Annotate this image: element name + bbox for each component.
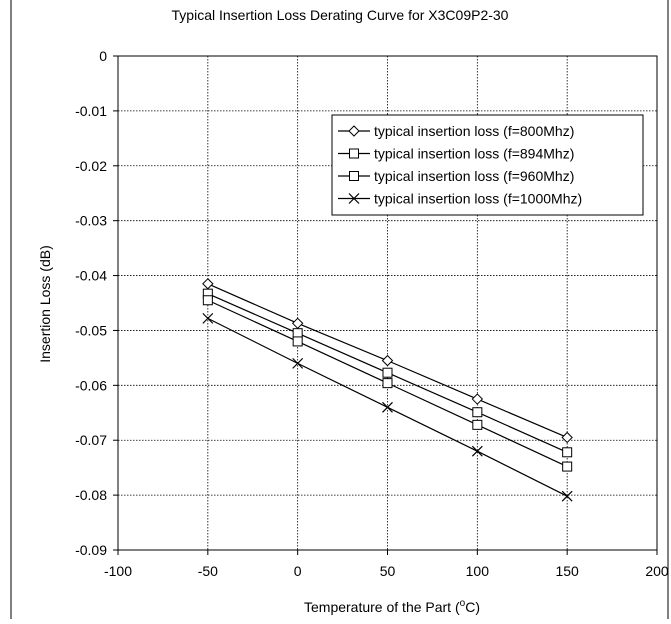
data-point bbox=[472, 407, 483, 418]
data-point bbox=[382, 401, 393, 413]
data-point bbox=[382, 367, 393, 378]
y-tick-label: -0.05 bbox=[75, 322, 107, 338]
y-tick-label: -0.07 bbox=[75, 432, 107, 448]
data-point bbox=[562, 447, 573, 458]
x-tick-label: 100 bbox=[466, 563, 490, 579]
data-point bbox=[291, 317, 304, 330]
data-point bbox=[471, 393, 484, 405]
data-point bbox=[471, 445, 483, 457]
x-axis-label-main: Temperature of the Part ( bbox=[304, 599, 460, 615]
x-axis-label-suffix: C) bbox=[465, 599, 480, 615]
legend-entry: typical insertion loss (f=1000Mhz) bbox=[374, 191, 582, 207]
legend-entry: typical insertion loss (f=800Mhz) bbox=[374, 123, 574, 139]
x-tick-label: -100 bbox=[104, 563, 132, 579]
data-point bbox=[202, 278, 214, 290]
legend-entry: typical insertion loss (f=960Mhz) bbox=[374, 168, 574, 184]
y-tick-label: -0.08 bbox=[75, 487, 107, 503]
ticks: 0 -0.01 -0.02 -0.03 -0.04 -0.05 -0.06 -0.07 -0.0… bbox=[75, 48, 669, 579]
data-point bbox=[202, 312, 214, 324]
legend-marker bbox=[348, 193, 360, 204]
data-point bbox=[561, 490, 573, 502]
legend-marker bbox=[348, 125, 360, 137]
data-point bbox=[472, 419, 483, 430]
legend-marker bbox=[349, 148, 359, 159]
series-group bbox=[202, 278, 573, 502]
y-tick-label: -0.09 bbox=[75, 542, 107, 558]
legend-box bbox=[331, 114, 644, 216]
legend-entry: typical insertion loss (f=894Mhz) bbox=[374, 146, 574, 162]
x-tick-label: 200 bbox=[645, 563, 669, 579]
x-tick-label: 150 bbox=[555, 563, 579, 579]
data-point bbox=[292, 357, 304, 369]
data-point bbox=[561, 431, 573, 444]
x-tick-label: 50 bbox=[380, 563, 396, 579]
data-point bbox=[202, 295, 213, 306]
data-point bbox=[562, 461, 573, 472]
data-point bbox=[292, 328, 303, 339]
y-tick-label: -0.03 bbox=[75, 213, 107, 229]
x-tick-label: -50 bbox=[198, 563, 218, 579]
y-tick-label: -0.02 bbox=[75, 158, 107, 174]
y-tick-label: -0.06 bbox=[75, 377, 107, 393]
x-tick-label: 0 bbox=[294, 563, 302, 579]
y-tick-label: -0.01 bbox=[75, 103, 107, 119]
y-tick-label: 0 bbox=[99, 48, 107, 64]
data-point bbox=[382, 378, 393, 389]
data-point bbox=[292, 336, 303, 347]
data-point bbox=[381, 354, 394, 367]
y-axis-label: Insertion Loss (dB) bbox=[37, 245, 53, 363]
x-axis-label-superscript: o bbox=[460, 598, 466, 609]
y-tick-label: -0.04 bbox=[75, 268, 107, 284]
legend: typical insertion loss (f=800Mhz) typical… bbox=[331, 114, 644, 216]
chart-title: Typical Insertion Loss Derating Curve fo… bbox=[172, 7, 509, 23]
legend-marker bbox=[349, 171, 359, 181]
x-axis-label: Temperature of the Part (oC) bbox=[304, 598, 480, 615]
